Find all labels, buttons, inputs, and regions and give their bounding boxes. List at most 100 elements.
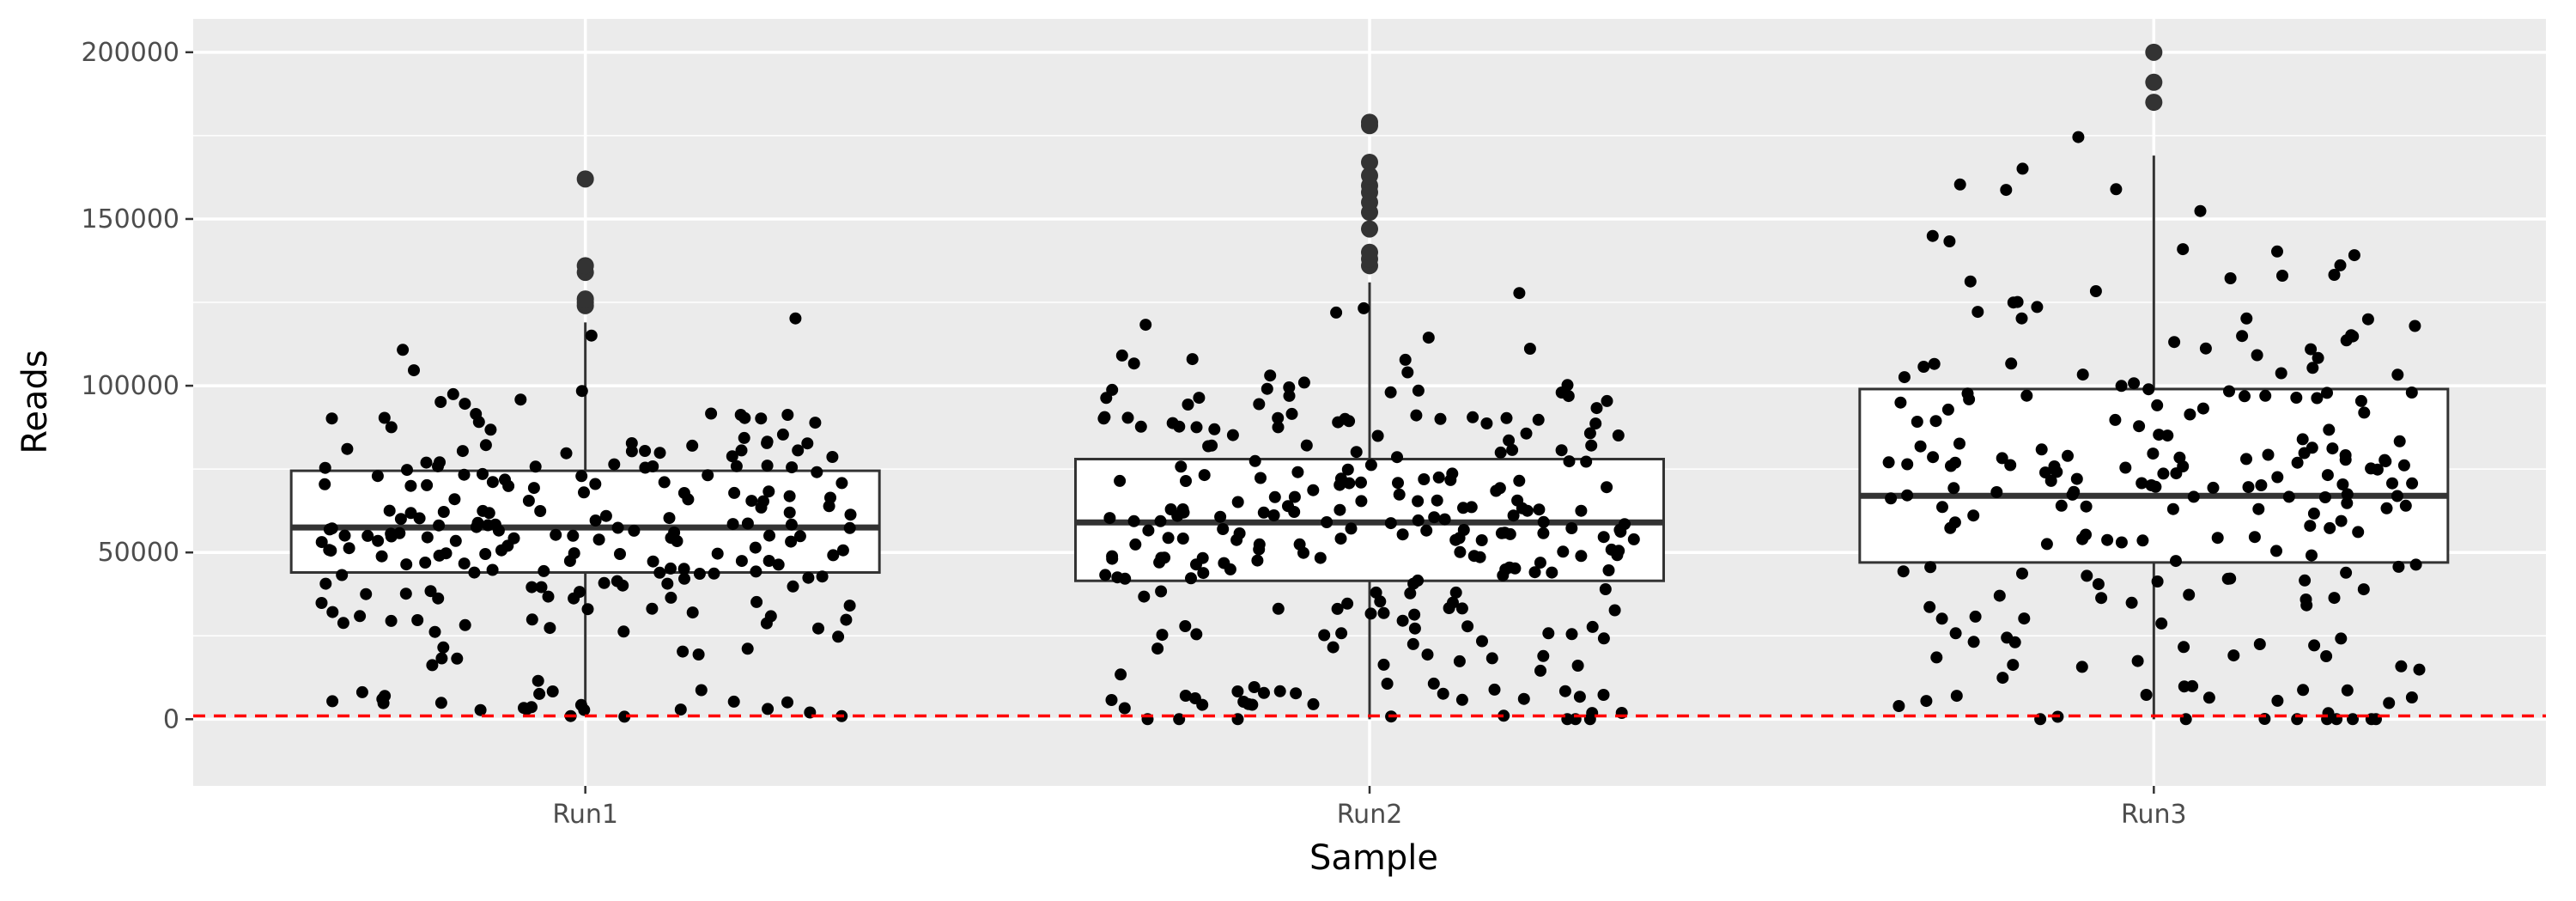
jitter-point [618,710,631,723]
jitter-point [2178,680,2190,693]
jitter-point [2196,402,2209,415]
jitter-point [1410,409,1423,422]
jitter-point [1597,689,1610,701]
jitter-point [529,460,542,473]
jitter-point [546,685,559,697]
jitter-point [1272,411,1285,424]
jitter-point [781,409,794,421]
jitter-point [750,595,763,608]
jitter-point [435,652,448,665]
jitter-point [2290,392,2303,404]
jitter-point [495,544,507,557]
jitter-point [1208,423,1221,435]
jitter-point [1381,678,1394,690]
jitter-point [843,521,856,534]
jitter-point [1599,583,1612,595]
jitter-point [2136,534,2149,547]
jitter-point [1947,482,1960,495]
jitter-point [325,412,338,425]
jitter-point [614,548,626,560]
jitter-point [2405,387,2418,399]
jitter-point [1377,606,1390,619]
jitter-point [518,702,530,715]
jitter-point [1467,411,1479,423]
jitter-point [2361,313,2374,326]
jitter-point [1134,420,1147,433]
jitter-point [1555,444,1568,457]
jitter-point [2166,502,2179,515]
jitter-point [468,566,481,579]
jitter-point [1455,693,1468,706]
jitter-point [550,528,562,541]
jitter-point [783,490,796,502]
jitter-point [832,630,845,643]
jitter-point [2211,532,2224,545]
jitter-point [1573,691,1586,703]
jitter-point [1521,504,1534,517]
jitter-point [2109,413,2122,426]
jitter-point [2095,592,2108,605]
jitter-point [361,529,374,542]
jitter-point [741,642,754,655]
jitter-point [1374,595,1387,608]
jitter-point [2335,632,2348,645]
jitter-point [653,447,666,460]
jitter-point [823,500,835,513]
jitter-point [394,513,407,526]
jitter-point [2119,461,2132,474]
jitter-point [1488,683,1501,696]
jitter-point [763,529,775,542]
jitter-point [2380,502,2393,514]
jitter-point [2075,661,2088,673]
jitter-point [2136,477,2148,490]
jitter-point [2227,649,2240,662]
jitter-point [1105,694,1118,706]
jitter-point [1371,429,1384,442]
jitter-point [1285,407,1298,420]
jitter-point [1929,415,1942,428]
jitter-point [1497,569,1510,581]
jitter-point [1154,514,1167,527]
jitter-point [538,564,550,577]
jitter-point [2282,490,2295,503]
jitter-point [323,523,336,536]
jitter-point [1447,596,1459,609]
jitter-point [1197,567,1210,580]
jitter-point [738,431,750,444]
jitter-point [1115,349,1128,362]
jitter-point [1115,668,1127,681]
jitter-point [404,507,417,520]
jitter-point [783,506,796,519]
jitter-point [1261,382,1273,395]
jitter-point [1953,437,1965,450]
jitter-point [617,579,629,592]
jitter-point [1565,522,1578,534]
jitter-point [1097,412,1110,425]
jitter-point [2000,184,2013,197]
jitter-point [2240,453,2252,466]
jitter-point [811,466,823,478]
jitter-point [658,476,671,489]
jitter-point [326,695,339,708]
jitter-point [1384,517,1397,530]
jitter-point [2357,583,2370,596]
jitter-point [2311,392,2324,405]
jitter-point [1412,514,1425,527]
jitter-point [639,461,652,474]
jitter-point [1155,585,1168,598]
jitter-point [1321,516,1334,528]
jitter-point [2089,285,2102,297]
jitter-point [2379,455,2392,468]
jitter-point [2044,474,2057,487]
jitter-point [745,495,758,508]
jitter-point [575,385,588,398]
jitter-point [1953,178,1966,191]
jitter-point [428,625,441,638]
jitter-point [611,521,624,534]
outlier-point [2145,94,2163,112]
jitter-point [1291,466,1304,478]
jitter-point [1901,489,1914,502]
jitter-point [2055,499,2068,512]
jitter-point [1438,513,1451,526]
jitter-point [639,445,652,457]
